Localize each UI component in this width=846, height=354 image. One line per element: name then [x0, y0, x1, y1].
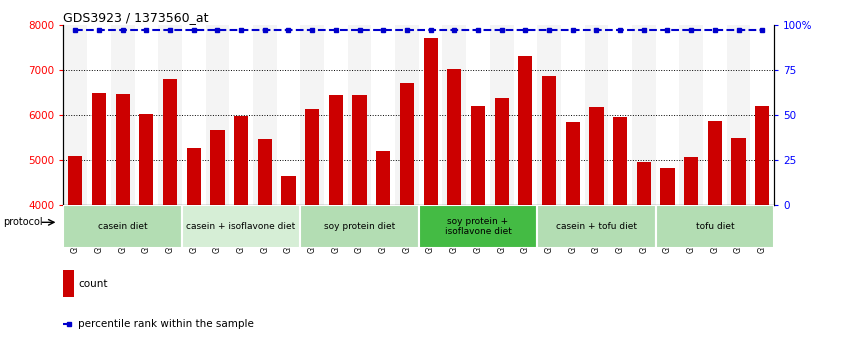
Text: casein + tofu diet: casein + tofu diet [556, 222, 637, 231]
Bar [305, 109, 319, 205]
Bar [371, 25, 395, 205]
Bar [566, 122, 580, 205]
Bar [182, 205, 300, 248]
Text: protocol: protocol [3, 217, 43, 227]
Text: soy protein diet: soy protein diet [324, 222, 395, 231]
Bar [750, 25, 774, 205]
Bar [63, 205, 182, 248]
Bar [206, 25, 229, 205]
Bar [656, 205, 774, 248]
Bar [300, 205, 419, 248]
Bar [135, 25, 158, 205]
Bar [755, 106, 769, 205]
Bar [353, 95, 366, 205]
Bar [419, 205, 537, 248]
Bar [282, 176, 295, 205]
Bar [87, 25, 111, 205]
Bar [448, 69, 461, 205]
Bar [329, 95, 343, 205]
Bar [419, 25, 442, 205]
Bar [703, 25, 727, 205]
Bar [613, 117, 627, 205]
Bar [684, 156, 698, 205]
Bar [590, 107, 603, 205]
Bar [490, 25, 514, 205]
Bar [111, 25, 135, 205]
Bar [661, 168, 674, 205]
Bar [679, 25, 703, 205]
Bar [258, 139, 272, 205]
Bar [442, 25, 466, 205]
Bar [187, 148, 201, 205]
Bar [92, 93, 106, 205]
Bar [63, 270, 74, 297]
Bar [376, 151, 390, 205]
Bar [63, 25, 87, 205]
Bar [395, 25, 419, 205]
Bar [300, 25, 324, 205]
Text: percentile rank within the sample: percentile rank within the sample [78, 319, 254, 329]
Text: casein diet: casein diet [98, 222, 147, 231]
Bar [277, 25, 300, 205]
Bar [727, 25, 750, 205]
Text: casein + isoflavone diet: casein + isoflavone diet [186, 222, 296, 231]
Bar [542, 76, 556, 205]
Text: soy protein +
isoflavone diet: soy protein + isoflavone diet [444, 217, 512, 236]
Bar [708, 121, 722, 205]
Bar [163, 79, 177, 205]
Bar [400, 84, 414, 205]
Bar [585, 25, 608, 205]
Bar [211, 130, 224, 205]
Bar [424, 38, 437, 205]
Bar [229, 25, 253, 205]
Text: count: count [78, 279, 107, 289]
Bar [656, 25, 679, 205]
Bar [69, 156, 82, 205]
Bar [732, 138, 745, 205]
Bar [253, 25, 277, 205]
Bar [324, 25, 348, 205]
Bar [608, 25, 632, 205]
Bar [116, 94, 129, 205]
Bar [348, 25, 371, 205]
Bar [514, 25, 537, 205]
Bar [495, 98, 508, 205]
Bar [632, 25, 656, 205]
Text: GDS3923 / 1373560_at: GDS3923 / 1373560_at [63, 11, 209, 24]
Bar [561, 25, 585, 205]
Bar [471, 107, 485, 205]
Bar [537, 25, 561, 205]
Bar [519, 56, 532, 205]
Bar [182, 25, 206, 205]
Text: tofu diet: tofu diet [695, 222, 734, 231]
Bar [466, 25, 490, 205]
Bar [234, 115, 248, 205]
Bar [158, 25, 182, 205]
Bar [537, 205, 656, 248]
Bar [140, 114, 153, 205]
Bar [637, 162, 651, 205]
